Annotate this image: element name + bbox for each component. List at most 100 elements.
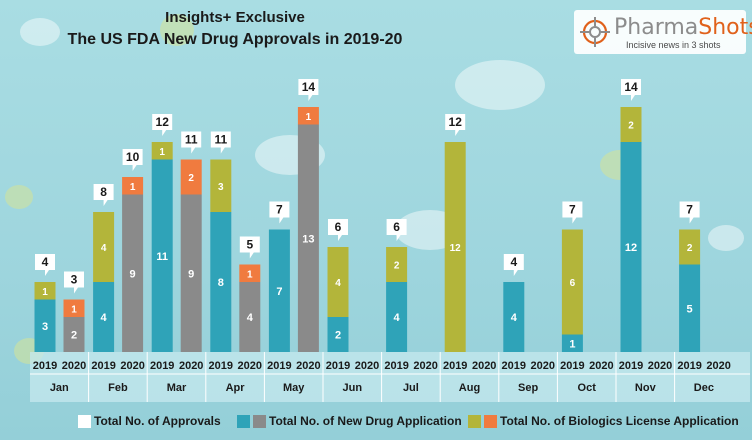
data-label-nda: 4	[394, 312, 401, 324]
bar-nda-segment	[239, 282, 261, 352]
bar-nda-segment	[327, 317, 349, 352]
month-tick-label: Mar	[167, 382, 187, 394]
total-callout-box	[93, 184, 114, 206]
data-label-total: 4	[42, 255, 49, 269]
data-label-nda: 4	[247, 312, 254, 324]
bar-nda-segment	[620, 142, 642, 352]
bar-nda-segment	[93, 282, 115, 352]
data-label-nda: 11	[156, 251, 168, 263]
legend-label-approvals: Total No. of Approvals	[94, 414, 221, 428]
total-callout-box	[328, 219, 348, 241]
year-tick-label: 2020	[472, 360, 496, 372]
total-callout-box	[269, 201, 290, 224]
data-label-nda: 9	[188, 268, 194, 280]
total-callout-box	[386, 219, 407, 241]
data-label-nda: 3	[42, 321, 48, 333]
data-label-bla: 2	[394, 261, 400, 272]
data-label-nda: 2	[335, 330, 341, 342]
background-pill-decoration	[455, 60, 545, 110]
data-label-bla: 6	[570, 278, 576, 289]
total-callout-box	[503, 254, 524, 276]
data-label-total: 10	[126, 150, 140, 164]
bar-bla-segment	[63, 299, 85, 317]
bar-bla-segment	[679, 229, 701, 265]
data-label-bla: 12	[450, 243, 462, 254]
bar-nda-segment	[503, 282, 525, 352]
month-tick-label: Jan	[50, 382, 69, 394]
data-label-total: 7	[276, 203, 283, 217]
bar-nda-segment	[297, 124, 319, 352]
legend-swatch-bla-2019	[468, 414, 481, 428]
bar-nda-segment	[180, 194, 202, 352]
year-tick-label: 2020	[706, 360, 730, 372]
total-callout-box	[122, 149, 143, 171]
total-callout-box	[621, 79, 641, 101]
total-callout-box	[35, 254, 55, 276]
bar-bla-segment	[151, 142, 173, 160]
data-label-bla: 4	[101, 243, 107, 254]
data-label-nda: 7	[276, 286, 282, 298]
data-label-nda: 9	[130, 268, 136, 280]
bar-bla-segment	[327, 247, 349, 317]
data-label-bla: 2	[188, 173, 194, 184]
data-label-total: 3	[71, 273, 78, 287]
logo-tagline: Incisive news in 3 shots	[626, 40, 721, 50]
year-tick-label: 2019	[384, 360, 408, 372]
data-label-bla: 2	[628, 121, 634, 132]
year-tick-label: 2019	[677, 360, 701, 372]
year-tick-label: 2019	[560, 360, 584, 372]
chart-title-line2: The US FDA New Drug Approvals in 2019-20	[67, 31, 403, 48]
bar-bla-segment	[561, 229, 583, 335]
total-callout-box	[679, 201, 700, 224]
bar-bla-segment	[297, 107, 319, 125]
year-tick-label: 2020	[413, 360, 437, 372]
data-label-nda: 4	[511, 312, 518, 324]
bar-bla-segment	[180, 159, 202, 195]
year-tick-label: 2020	[589, 360, 613, 372]
year-tick-label: 2020	[238, 360, 262, 372]
month-tick-label: Oct	[578, 382, 597, 394]
year-tick-label: 2020	[62, 360, 86, 372]
bar-nda-segment	[268, 229, 290, 352]
legend-item-bla: Total No. of Biologics License Applicati…	[468, 413, 739, 429]
data-label-bla: 1	[247, 269, 253, 280]
year-tick-label: 2020	[179, 360, 203, 372]
logo-wordmark: PharmaShots	[614, 15, 752, 40]
legend-label-bla: Total No. of Biologics License Applicati…	[500, 414, 739, 428]
bar-bla-segment	[386, 247, 408, 282]
data-label-bla: 4	[335, 278, 341, 289]
data-label-nda: 1	[569, 338, 575, 350]
bar-bla-segment	[122, 177, 144, 195]
data-label-total: 12	[156, 115, 170, 129]
logo-wordmark-part2: Shots	[698, 15, 752, 40]
data-label-nda: 5	[687, 303, 693, 315]
data-label-total: 7	[569, 203, 576, 217]
year-tick-label: 2020	[355, 360, 379, 372]
year-tick-label: 2019	[91, 360, 115, 372]
data-label-total: 14	[624, 80, 638, 94]
data-label-nda: 12	[625, 242, 637, 254]
legend-swatch-nda-2020	[253, 414, 266, 428]
data-label-total: 11	[214, 133, 227, 147]
year-tick-label: 2020	[648, 360, 672, 372]
data-label-nda: 8	[218, 277, 224, 289]
year-tick-label: 2020	[120, 360, 144, 372]
data-label-nda: 2	[71, 330, 77, 342]
background-pill-decoration	[160, 14, 194, 46]
year-tick-label: 2019	[326, 360, 350, 372]
data-label-bla: 1	[130, 182, 136, 193]
data-label-total: 6	[335, 220, 342, 234]
year-tick-label: 2019	[267, 360, 291, 372]
month-tick-label: Jul	[403, 382, 419, 394]
data-label-nda: 4	[101, 312, 108, 324]
total-callout-box	[64, 271, 84, 294]
bar-bla-segment	[93, 212, 115, 282]
year-tick-label: 2019	[33, 360, 57, 372]
bar-nda-segment	[561, 334, 583, 352]
year-tick-label: 2020	[296, 360, 320, 372]
month-tick-label: Aug	[459, 382, 480, 394]
bar-nda-segment	[210, 212, 232, 352]
data-label-total: 4	[510, 255, 517, 269]
